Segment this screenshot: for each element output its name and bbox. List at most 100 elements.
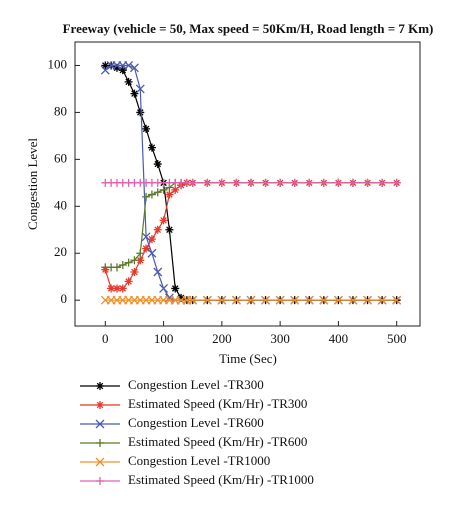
point-marker	[319, 295, 329, 305]
point-marker	[348, 178, 357, 187]
point-marker	[136, 249, 145, 258]
x-tick-label: 100	[154, 331, 174, 346]
point-marker	[177, 293, 186, 302]
point-marker	[363, 295, 373, 305]
legend-label: Estimated Speed (Km/Hr) -TR300	[128, 396, 307, 411]
point-marker	[136, 108, 145, 117]
point-marker	[147, 143, 156, 152]
point-marker	[153, 267, 163, 277]
x-tick-label: 400	[329, 331, 349, 346]
point-marker	[275, 295, 285, 305]
y-tick-label: 60	[54, 150, 67, 165]
point-marker	[165, 190, 174, 199]
point-marker	[129, 63, 139, 73]
legend-marker	[95, 457, 105, 467]
point-marker	[118, 260, 127, 269]
point-marker	[130, 89, 139, 98]
x-tick-label: 500	[387, 331, 407, 346]
point-marker	[159, 216, 168, 225]
legend-marker	[96, 401, 104, 409]
point-marker	[392, 295, 402, 305]
x-axis-label: Time (Sec)	[219, 351, 277, 366]
legend-marker	[96, 477, 104, 485]
point-marker	[378, 178, 387, 187]
point-marker	[159, 283, 169, 293]
point-marker	[101, 61, 110, 70]
point-marker	[135, 84, 145, 94]
point-marker	[377, 295, 387, 305]
point-marker	[112, 284, 121, 293]
point-marker	[231, 295, 241, 305]
point-marker	[147, 235, 156, 244]
point-marker	[159, 185, 168, 194]
legend-label: Congestion Level -TR300	[128, 377, 264, 392]
point-marker	[141, 232, 151, 242]
series-line	[105, 182, 397, 268]
legend-label: Estimated Speed (Km/Hr) -TR1000	[128, 472, 314, 487]
point-marker	[118, 66, 127, 75]
point-marker	[246, 178, 255, 187]
legend-label: Congestion Level -TR600	[128, 415, 264, 430]
point-marker	[217, 178, 226, 187]
point-marker	[107, 284, 116, 293]
point-marker	[153, 160, 162, 169]
x-tick-label: 0	[102, 331, 109, 346]
point-marker	[130, 268, 139, 277]
point-marker	[290, 295, 300, 305]
point-marker	[171, 284, 180, 293]
y-tick-label: 20	[54, 244, 67, 259]
point-marker	[305, 178, 314, 187]
point-marker	[142, 192, 151, 201]
point-marker	[363, 178, 372, 187]
legend-label: Congestion Level -TR1000	[128, 453, 270, 468]
point-marker	[202, 295, 212, 305]
point-marker	[261, 295, 271, 305]
series-line	[104, 182, 397, 290]
legend-marker	[95, 419, 105, 429]
y-tick-label: 40	[54, 197, 67, 212]
point-marker	[112, 263, 121, 272]
point-marker	[319, 178, 328, 187]
chart-title: Freeway (vehicle = 50, Max speed = 50Km/…	[63, 21, 434, 36]
x-tick-label: 200	[212, 331, 232, 346]
point-marker	[153, 188, 162, 197]
point-marker	[100, 65, 110, 75]
point-marker	[276, 178, 285, 187]
point-marker	[304, 295, 314, 305]
y-tick-label: 0	[61, 291, 68, 306]
point-marker	[142, 244, 151, 253]
point-marker	[333, 295, 343, 305]
point-marker	[124, 258, 133, 267]
point-marker	[118, 284, 127, 293]
point-marker	[165, 225, 174, 234]
legend-label: Estimated Speed (Km/Hr) -TR600	[128, 434, 307, 449]
point-marker	[124, 61, 134, 70]
point-marker	[261, 178, 270, 187]
point-marker	[124, 77, 133, 86]
y-axis-label: Congestion Level	[25, 138, 40, 230]
point-marker	[246, 295, 256, 305]
point-marker	[232, 178, 241, 187]
point-marker	[203, 178, 212, 187]
point-marker	[188, 178, 197, 187]
x-tick-label: 300	[270, 331, 290, 346]
point-marker	[171, 185, 180, 194]
point-marker	[147, 190, 156, 199]
point-marker	[392, 178, 401, 187]
point-marker	[334, 178, 343, 187]
point-marker	[136, 256, 145, 265]
point-marker	[290, 178, 299, 187]
legend-marker	[96, 439, 104, 447]
plot-frame	[74, 41, 421, 327]
point-marker	[147, 248, 157, 258]
point-marker	[142, 124, 151, 133]
point-marker	[112, 63, 121, 72]
point-marker	[153, 225, 162, 234]
point-marker	[130, 256, 139, 265]
legend-marker	[96, 382, 104, 390]
point-marker	[124, 277, 133, 286]
point-marker	[217, 295, 227, 305]
point-marker	[348, 295, 358, 305]
point-marker	[188, 295, 198, 305]
